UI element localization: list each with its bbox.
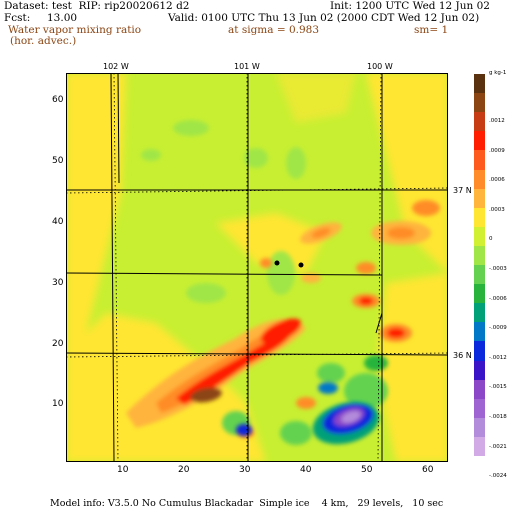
boundary-line-south [66,352,448,356]
colorbar-segment [474,303,485,323]
colorbar-segment [474,265,485,285]
colorbar-unit-label: g kg-1 [489,70,507,76]
lat-label-36n: 36 N [453,351,472,360]
colorbar-segment [474,322,485,342]
colorbar-segment [474,112,485,132]
lon-label-102w: 102 W [103,62,129,71]
dataset-label: Dataset: test RIP: rip20020612 d2 [4,0,190,12]
colorbar-segment [474,379,485,400]
colorbar-segment [474,436,485,457]
y-tick-30: 30 [52,278,64,288]
colorbar-tick-label: -.0009 [489,325,507,332]
colorbar-segment [474,169,485,190]
lon-label-101w: 101 W [234,62,260,71]
colorbar-tick-label: 0 [489,236,493,243]
lat-label-37n: 37 N [453,186,472,195]
colorbar [474,74,485,457]
graticule [66,73,448,462]
boundary-line-river [375,312,383,334]
moist-advection-band [126,200,440,438]
colorbar-segment [474,245,485,266]
colorbar-segment [474,284,485,304]
colorbar-tick-label: .0003 [489,206,505,213]
meridian-100w [377,73,382,462]
x-tick-40: 40 [300,465,312,475]
y-tick-50: 50 [52,156,64,166]
boundary-line-mid [66,272,383,276]
green-patches [141,120,388,445]
forecast-hour-label: Fcst: 13.00 [4,12,78,24]
x-tick-50: 50 [361,465,373,475]
colorbar-segment [474,226,485,247]
colorbar-tick-label: -.0015 [489,384,507,391]
lon-label-100w: 100 W [367,62,393,71]
colorbar-tick-label: -.0018 [489,414,507,420]
colorbar-tick-label: -.0024 [489,473,507,480]
y-tick-10: 10 [52,399,64,409]
y-tick-40: 40 [52,217,64,227]
colorbar-segment [474,417,485,438]
station-marker-1 [274,260,280,266]
init-time-label: Init: 1200 UTC Wed 12 Jun 02 [330,0,490,12]
x-tick-30: 30 [239,465,251,475]
level-label: at sigma = 0.983 [228,24,320,36]
y-tick-20: 20 [52,339,64,349]
boundary-line-west [110,73,115,462]
colorbar-segment [474,93,485,113]
colorbar-tick-label: -.0003 [489,266,507,272]
x-tick-10: 10 [117,465,129,475]
station-marker-2 [298,262,304,268]
x-tick-60: 60 [422,465,434,475]
colorbar-segment [474,74,485,94]
colorbar-segment [474,341,485,361]
colorbar-segment [474,150,485,170]
colorbar-tick-label: -.0021 [489,443,507,450]
colorbar-segment [474,188,485,209]
colorbar-tick-label: .0012 [489,118,505,124]
colorbar-tick-label: -.0012 [489,354,507,361]
colorbar-segment [474,360,485,381]
field-name-label: Water vapor mixing ratio [8,24,142,36]
map-plot-area [66,73,448,462]
colorbar-tick-label: .0006 [489,177,505,184]
smoothing-label: sm= 1 [414,24,449,36]
valid-time-label: Valid: 0100 UTC Thu 13 Jun 02 (2000 CDT … [168,12,480,24]
y-tick-60: 60 [52,95,64,105]
colorbar-tick-label: .0009 [489,147,505,154]
meridian-102w [113,73,119,462]
moisture-field-map [66,73,448,462]
model-info-footer: Model info: V3.5.0 No Cumulus Blackadar … [50,498,444,509]
state-boundaries [66,73,448,462]
colorbar-segment [474,398,485,419]
colorbar-tick-label: -.0006 [489,295,507,302]
field-subtitle-label: (hor. advec.) [10,35,77,47]
colorbar-segment [474,131,485,151]
colorbar-segment [474,207,485,228]
x-tick-20: 20 [178,465,190,475]
boundary-line-west-2 [117,73,120,184]
